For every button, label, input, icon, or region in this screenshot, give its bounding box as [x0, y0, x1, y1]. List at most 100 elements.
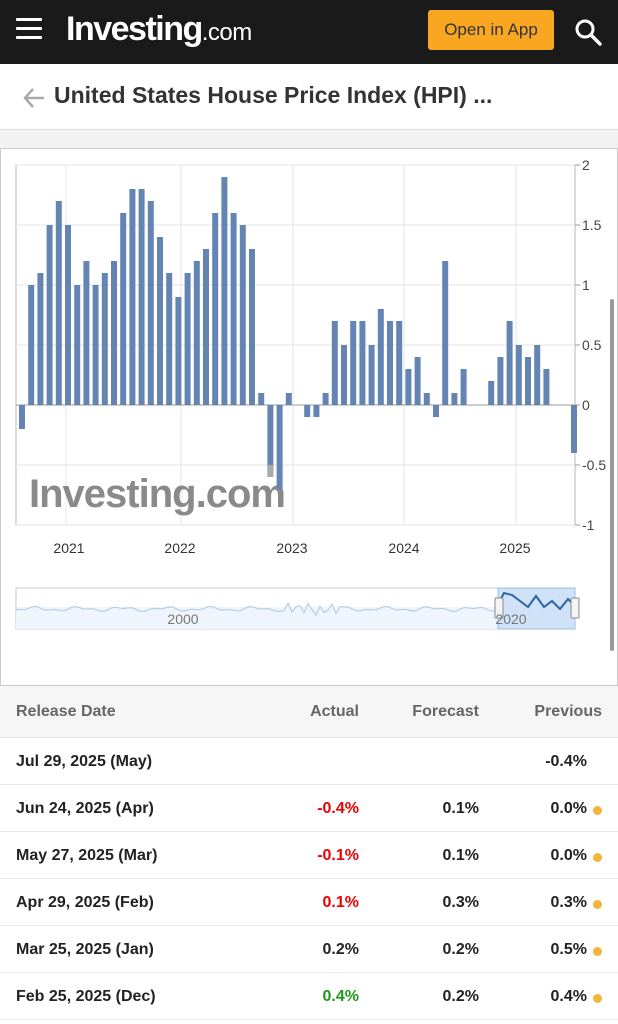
y-tick-label: 1	[582, 277, 590, 293]
bar	[276, 405, 283, 489]
release-date: Apr 29, 2025 (Feb)	[16, 894, 154, 911]
bar	[92, 285, 99, 405]
search-icon[interactable]	[574, 18, 602, 46]
bar	[359, 321, 366, 405]
table-header: Release Date Actual Forecast Previous	[0, 686, 618, 738]
bar	[571, 405, 577, 453]
bar	[313, 405, 320, 417]
actual-value: -0.4%	[317, 800, 359, 817]
x-tick-label: 2022	[164, 540, 195, 556]
site-logo[interactable]: Investing.com	[66, 10, 252, 49]
previous-value: 0.0%	[550, 847, 587, 864]
bar-chart[interactable]: 2 1.5 1 0.5 0 -0.5 -1 Investing.com 2021 2022 2023…	[1, 149, 617, 685]
bar	[203, 249, 209, 405]
bar	[37, 273, 44, 405]
bar	[525, 357, 531, 405]
forecast-value: 0.2%	[442, 941, 479, 958]
bar	[46, 225, 53, 405]
forecast-value: 0.1%	[442, 800, 479, 817]
bar	[212, 213, 219, 405]
bar	[28, 285, 35, 405]
bar	[488, 381, 495, 405]
y-tick-label: 2	[582, 157, 590, 173]
bar	[120, 213, 127, 405]
bar	[451, 393, 458, 405]
y-tick-label: 0	[582, 397, 590, 413]
y-tick-label: -0.5	[582, 457, 606, 473]
release-date: May 27, 2025 (Mar)	[16, 847, 158, 864]
bar	[460, 369, 467, 405]
bar	[414, 357, 421, 405]
revised-indicator-icon[interactable]	[593, 947, 602, 956]
navigator-label: 2020	[495, 611, 526, 627]
bar	[74, 285, 81, 405]
release-date: Jun 24, 2025 (Apr)	[16, 800, 154, 817]
top-nav-bar: Investing.com Open in App	[0, 0, 618, 64]
bar	[506, 321, 513, 405]
forecast-value: 0.1%	[442, 847, 479, 864]
chart-watermark: Investing.com	[29, 472, 285, 516]
previous-value: 0.0%	[550, 800, 587, 817]
actual-value: 0.1%	[322, 894, 359, 911]
header-release-date: Release Date	[16, 703, 116, 720]
back-arrow-icon[interactable]	[22, 86, 46, 110]
previous-value: 0.4%	[550, 988, 587, 1005]
bar	[433, 405, 439, 417]
actual-value: -0.1%	[317, 847, 359, 864]
previous-value: 0.5%	[550, 941, 587, 958]
bar	[147, 201, 154, 405]
table-row[interactable]: Mar 25, 2025 (Jan) 0.2% 0.2% 0.5%	[0, 926, 618, 973]
navigator-series-line	[15, 601, 497, 617]
bar	[267, 405, 274, 477]
bar	[101, 273, 108, 405]
revised-indicator-icon[interactable]	[593, 853, 602, 862]
chart-scrollbar[interactable]	[610, 299, 614, 651]
release-date: Jul 29, 2025 (May)	[16, 753, 153, 770]
bar	[193, 261, 200, 405]
header-actual: Actual	[310, 703, 359, 720]
table-row[interactable]: Apr 29, 2025 (Feb) 0.1% 0.3% 0.3%	[0, 879, 618, 926]
bar	[157, 237, 163, 405]
header-forecast: Forecast	[412, 703, 479, 720]
revised-indicator-icon[interactable]	[593, 900, 602, 909]
release-date: Feb 25, 2025 (Dec)	[16, 988, 156, 1005]
x-tick-label: 2024	[388, 540, 419, 556]
bar	[350, 321, 357, 405]
release-history-table: Release Date Actual Forecast Previous Ju…	[0, 686, 618, 1024]
logo-brand: Investing	[66, 10, 203, 48]
navigator-handle	[570, 597, 580, 619]
bar	[230, 213, 237, 405]
bar	[515, 345, 522, 405]
x-tick-label: 2021	[53, 540, 84, 556]
hamburger-menu-icon[interactable]	[16, 18, 44, 44]
x-tick-label: 2023	[276, 540, 307, 556]
navigator-handle	[494, 597, 504, 619]
actual-value: 0.2%	[322, 941, 359, 958]
table-row[interactable]: Jul 29, 2025 (May) -0.4%	[0, 738, 618, 785]
forecast-value: 0.2%	[442, 988, 479, 1005]
y-tick-label: 0.5	[582, 337, 602, 353]
page-title-bar: United States House Price Index (HPI) ..…	[0, 64, 618, 130]
bar	[111, 261, 117, 405]
revised-indicator-icon[interactable]	[593, 806, 602, 815]
bar	[377, 309, 384, 405]
bar	[19, 405, 25, 429]
bar	[331, 321, 338, 405]
logo-tld: .com	[201, 19, 253, 46]
chart-panel: 2 1.5 1 0.5 0 -0.5 -1 Investing.com 2021 2022 2023…	[0, 148, 618, 686]
bar	[396, 321, 403, 405]
navigator-label: 2000	[167, 611, 198, 627]
table-row[interactable]: May 27, 2025 (Mar) -0.1% 0.1% 0.0%	[0, 832, 618, 879]
open-in-app-button[interactable]: Open in App	[428, 10, 554, 50]
bar	[249, 249, 255, 405]
revised-indicator-icon[interactable]	[593, 994, 602, 1003]
bar	[129, 189, 136, 405]
table-row[interactable]: Feb 25, 2025 (Dec) 0.4% 0.2% 0.4%	[0, 973, 618, 1020]
bar	[322, 393, 329, 405]
bar	[405, 369, 412, 405]
table-row[interactable]: Jun 24, 2025 (Apr) -0.4% 0.1% 0.0%	[0, 785, 618, 832]
bar	[138, 189, 145, 405]
bar	[55, 201, 62, 405]
bar	[534, 345, 541, 405]
bar	[65, 225, 71, 405]
